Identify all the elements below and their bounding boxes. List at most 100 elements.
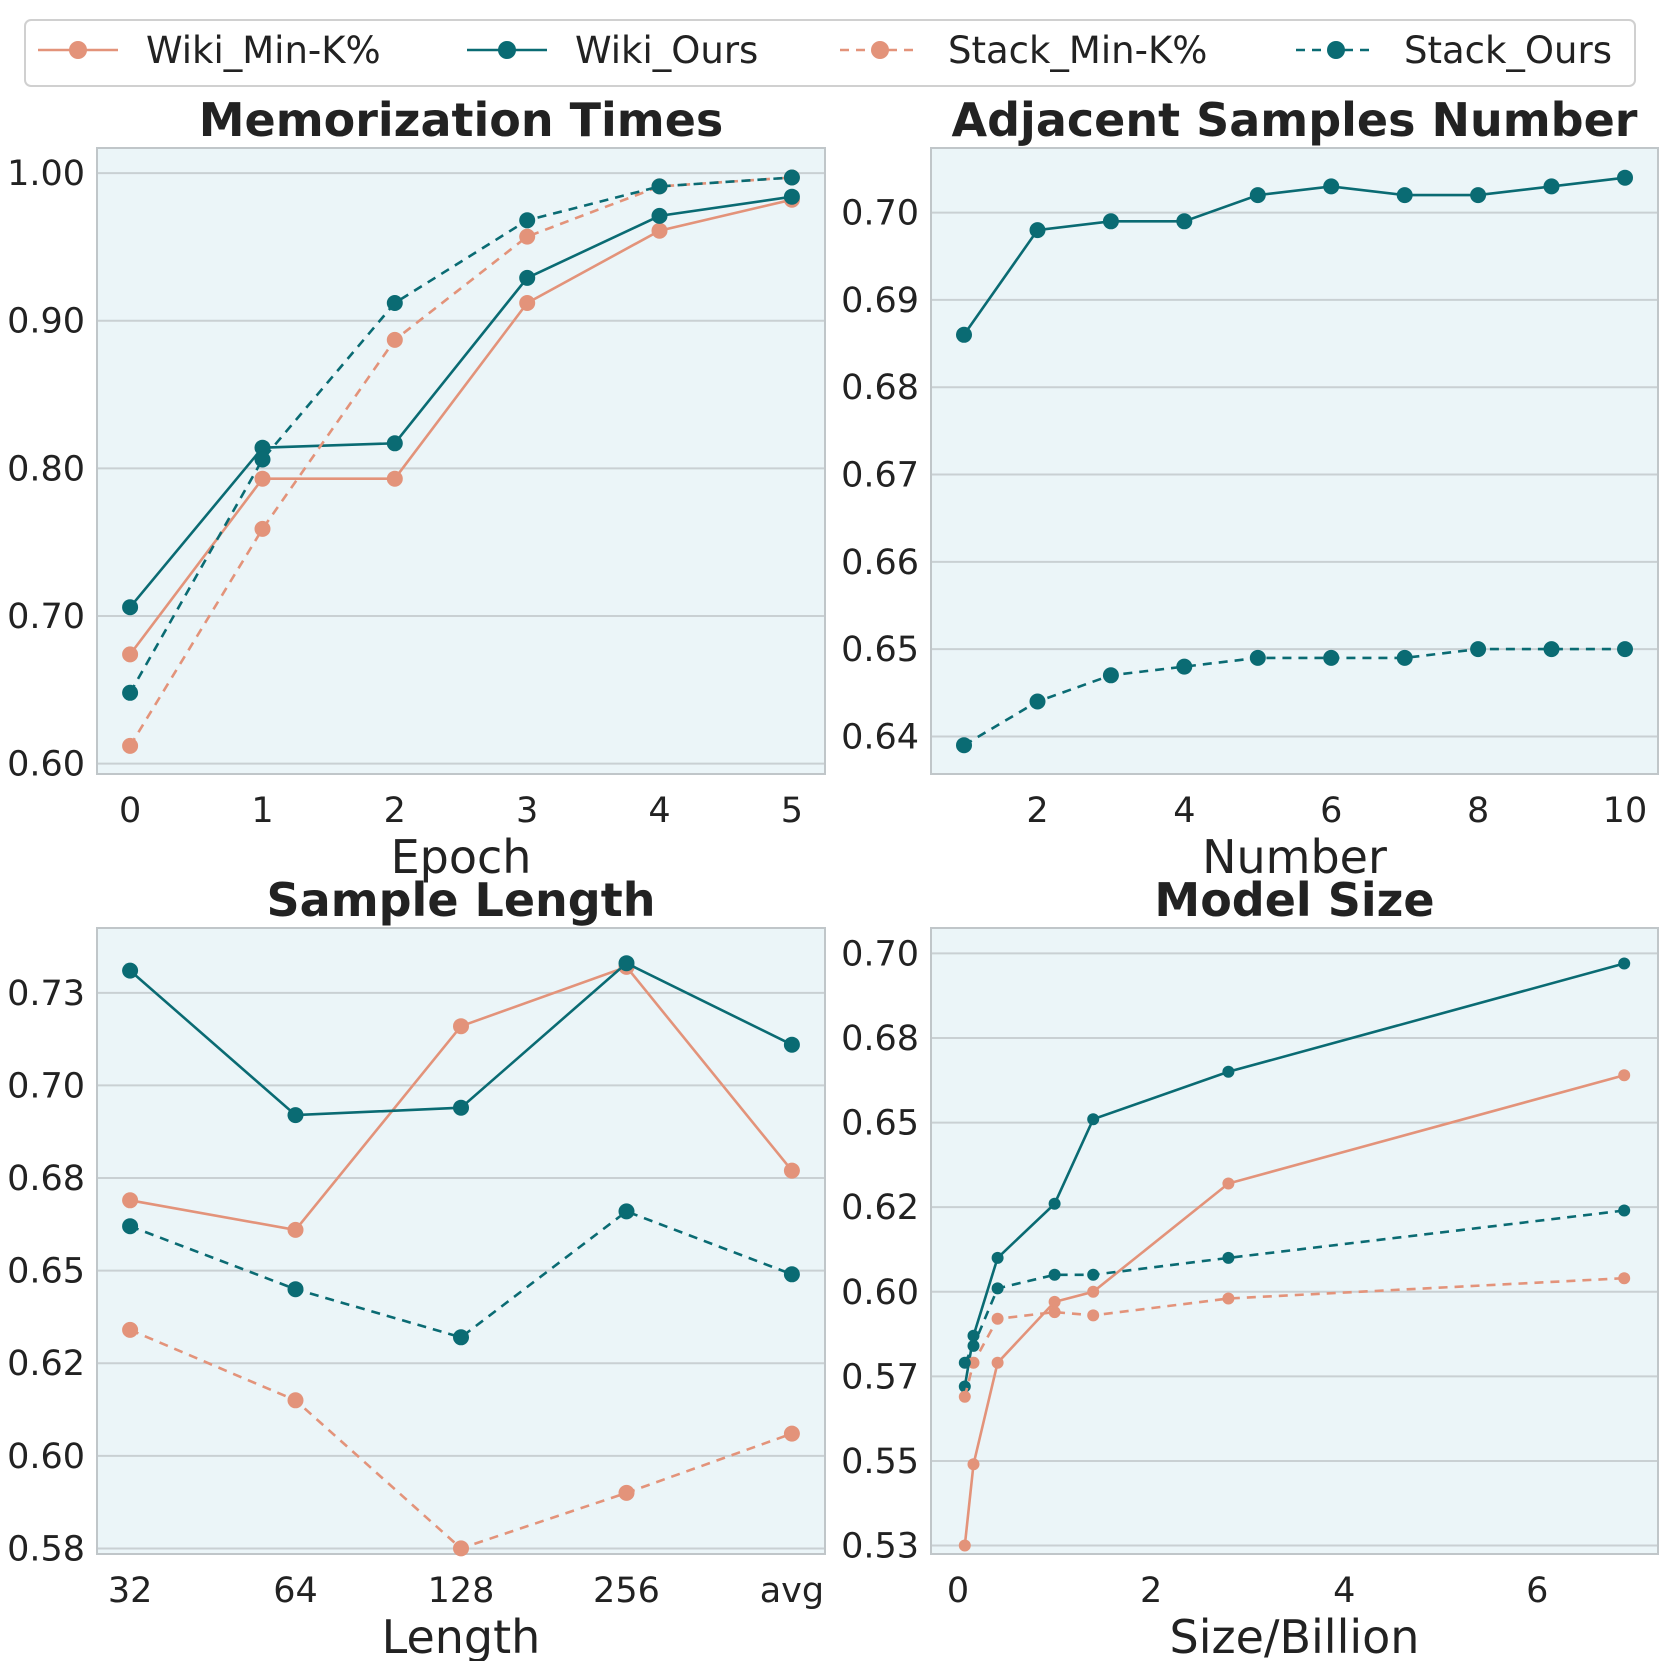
point-stack-min-k	[1087, 1309, 1100, 1322]
chart-adjacent-samples-number: 0.64 0.65 0.66 0.67 0.68 0.69 0.70 2 4 6 8 10 Adjace…	[841, 93, 1659, 884]
x-tick-label: 4	[1333, 1571, 1355, 1611]
point-stack-ours	[287, 1281, 304, 1298]
legend-marker-wiki-ours	[498, 41, 516, 59]
point-wiki-ours	[1222, 1065, 1235, 1078]
legend-label-wiki-ours: Wiki_Ours	[575, 29, 758, 72]
point-stack-ours	[783, 169, 800, 186]
point-wiki-ours	[967, 1329, 980, 1342]
point-wiki-min-k	[651, 222, 668, 239]
x-tick-label: 128	[428, 1571, 495, 1611]
point-wiki-ours	[651, 207, 668, 224]
x-tick-label: 32	[108, 1571, 153, 1611]
y-tick-label: 0.62	[841, 1188, 919, 1228]
point-wiki-ours	[1470, 187, 1487, 204]
y-tick-label: 0.70	[841, 194, 919, 234]
y-tick-label: 0.67	[841, 456, 919, 496]
plot-area	[97, 148, 825, 774]
chart-title: Sample Length	[267, 873, 656, 927]
point-stack-min-k	[1618, 1272, 1631, 1285]
point-wiki-min-k	[1618, 1069, 1631, 1082]
x-axis-label: Length	[382, 1610, 541, 1661]
point-stack-ours	[991, 1282, 1004, 1295]
point-stack-min-k	[453, 1540, 469, 1557]
series-line-stack-ours	[963, 647, 1625, 747]
point-wiki-min-k	[991, 1356, 1004, 1369]
y-tick-label: 0.90	[7, 302, 85, 342]
point-wiki-ours	[783, 188, 800, 205]
legend-marker-stack-min-k	[871, 41, 889, 59]
series-line-wiki-ours	[962, 176, 1626, 336]
y-tick-label: 0.70	[841, 934, 919, 974]
legend: Wiki_Min-K% Wiki_Ours Stack_Min-K% Stack_Ou…	[24, 19, 1636, 87]
y-tick-label: 0.68	[7, 1159, 85, 1199]
point-stack-ours	[1087, 1268, 1100, 1281]
chart-memorization-times: 0.60 0.70 0.80 0.90 1.00 0 1 2 3 4 5 Memorization T…	[7, 93, 826, 884]
y-tick-label: 1.00	[7, 154, 85, 194]
series-line-stack-ours	[129, 1209, 793, 1339]
point-stack-ours	[1617, 641, 1633, 658]
x-tick-label: 5	[781, 791, 803, 831]
point-stack-ours	[1543, 641, 1560, 658]
point-stack-min-k	[967, 1356, 980, 1369]
y-tick-label: 0.60	[7, 745, 85, 785]
series-line-wiki-min-k	[129, 198, 793, 656]
plot-area	[931, 148, 1658, 774]
y-tick-label: 0.70	[7, 1066, 85, 1106]
point-stack-ours	[1249, 649, 1266, 666]
chart-model-size: 0.53 0.55 0.57 0.60 0.62 0.65 0.68 0.70 0 2 4 6 Mode…	[841, 873, 1659, 1661]
point-wiki-min-k	[122, 1192, 139, 1209]
chart-title: Model Size	[1154, 873, 1434, 927]
point-wiki-ours	[1618, 957, 1631, 970]
x-tick-label: avg	[760, 1571, 824, 1611]
y-tick-label: 0.62	[7, 1344, 85, 1384]
x-tick-label: 6	[1526, 1571, 1548, 1611]
point-stack-min-k	[122, 1321, 139, 1338]
point-wiki-ours	[1102, 213, 1119, 230]
point-wiki-ours	[956, 326, 972, 343]
point-wiki-min-k	[958, 1539, 971, 1552]
y-tick-label: 0.80	[7, 449, 85, 489]
point-stack-min-k	[618, 1484, 635, 1501]
y-tick-label: 0.70	[7, 597, 85, 637]
point-wiki-ours	[1323, 178, 1340, 195]
point-stack-ours	[1323, 649, 1340, 666]
legend-marker-wiki-min-k	[69, 41, 87, 59]
point-wiki-ours	[618, 955, 635, 972]
x-tick-label: 6	[1320, 791, 1342, 831]
point-wiki-min-k	[967, 1458, 980, 1471]
point-stack-ours	[386, 295, 403, 311]
x-tick-label: 0	[947, 1571, 969, 1611]
legend-label-stack-min-k: Stack_Min-K%	[948, 29, 1207, 72]
point-wiki-ours	[1048, 1197, 1061, 1210]
y-tick-label: 0.65	[841, 1104, 919, 1144]
point-stack-ours	[1618, 1204, 1631, 1217]
point-stack-min-k	[1222, 1292, 1235, 1305]
x-tick-label: 3	[516, 791, 538, 831]
point-stack-ours	[1470, 641, 1487, 658]
point-stack-ours	[1176, 658, 1193, 675]
y-tick-label: 0.55	[841, 1442, 919, 1482]
plot-frame	[96, 147, 826, 775]
point-stack-ours	[618, 1203, 635, 1220]
x-tick-label: 4	[1173, 791, 1195, 831]
point-stack-min-k	[783, 1425, 800, 1442]
x-axis-label: Epoch	[391, 830, 532, 884]
point-wiki-ours	[122, 962, 139, 979]
plot-frame	[930, 927, 1659, 1555]
y-tick-label: 0.57	[841, 1357, 919, 1397]
x-tick-label: 2	[1140, 1571, 1162, 1611]
point-wiki-ours	[991, 1251, 1004, 1264]
point-wiki-min-k	[122, 646, 139, 663]
point-stack-ours	[1029, 693, 1046, 710]
chart-sample-length: 0.58 0.60 0.62 0.65 0.68 0.70 0.73 32 64 128 256 av…	[7, 873, 826, 1661]
point-wiki-ours	[519, 269, 536, 286]
y-tick-label: 0.68	[841, 1019, 919, 1059]
x-tick-label: 2	[1026, 791, 1048, 831]
x-axis-label: Number	[1202, 830, 1387, 884]
point-wiki-min-k	[783, 1162, 800, 1179]
plot-area	[931, 928, 1658, 1554]
point-stack-min-k	[519, 228, 536, 245]
x-axis-label: Size/Billion	[1170, 1610, 1420, 1661]
x-tick-label: 2	[384, 791, 406, 831]
series-line-stack-ours	[128, 176, 792, 694]
